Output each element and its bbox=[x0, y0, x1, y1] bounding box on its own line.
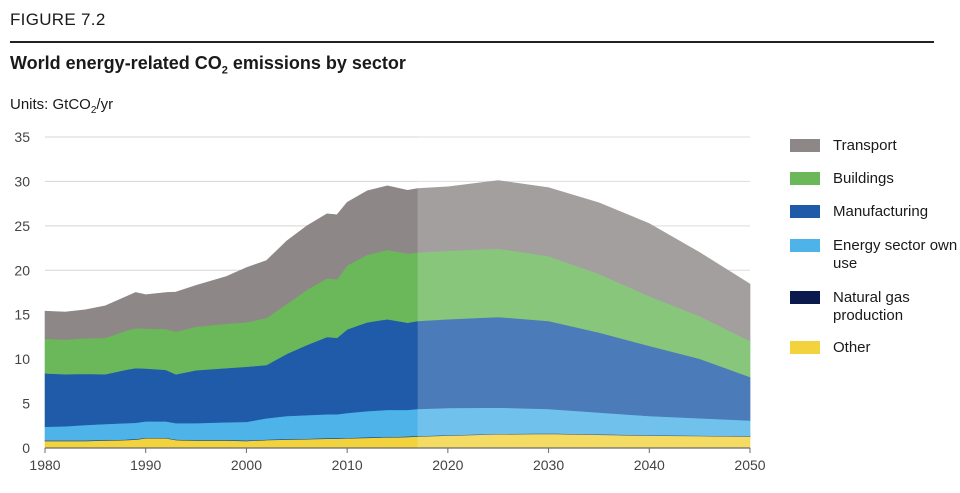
x-tick-label-2040: 2040 bbox=[634, 457, 665, 473]
legend-label-natural-gas-production: Natural gas production bbox=[833, 289, 910, 324]
x-tick-label-1990: 1990 bbox=[130, 457, 161, 473]
legend-label-energy-sector-own-use: Energy sector own use bbox=[833, 237, 958, 272]
x-tick-label-2030: 2030 bbox=[533, 457, 564, 473]
projection-overlay bbox=[417, 135, 750, 448]
units-label: Units: GtCO2/yr bbox=[10, 96, 113, 116]
title-tail: emissions by sector bbox=[227, 53, 406, 73]
area-transport bbox=[44, 180, 751, 342]
chart-title: World energy-related CO2 emissions by se… bbox=[10, 53, 406, 77]
title-main: World energy-related CO bbox=[10, 53, 222, 73]
x-tick-label-1980: 1980 bbox=[29, 457, 60, 473]
legend-swatch-transport bbox=[790, 139, 820, 152]
x-tick-label-2000: 2000 bbox=[231, 457, 262, 473]
legend-swatch-energy-sector-own-use bbox=[790, 239, 820, 252]
y-tick-label-10: 10 bbox=[14, 351, 30, 367]
legend-label-buildings: Buildings bbox=[833, 170, 894, 187]
legend-label-manufacturing: Manufacturing bbox=[833, 203, 929, 220]
title-divider bbox=[10, 41, 934, 43]
legend-label-other: Other bbox=[833, 339, 871, 356]
figure-label: FIGURE 7.2 bbox=[10, 10, 106, 29]
y-tick-label-15: 15 bbox=[14, 307, 30, 323]
y-tick-label-5: 5 bbox=[22, 396, 30, 412]
x-tick-label-2050: 2050 bbox=[734, 457, 765, 473]
units-main: Units: GtCO bbox=[10, 96, 91, 113]
units-subscript: 2 bbox=[90, 105, 97, 116]
x-tick-label-2010: 2010 bbox=[332, 457, 363, 473]
units-tail: /yr bbox=[96, 96, 114, 113]
title-subscript: 2 bbox=[221, 64, 228, 77]
legend-swatch-manufacturing bbox=[790, 205, 820, 218]
y-tick-label-25: 25 bbox=[14, 218, 30, 234]
y-tick-label-35: 35 bbox=[14, 129, 30, 145]
x-tick-label-2020: 2020 bbox=[432, 457, 463, 473]
legend-swatch-buildings bbox=[790, 172, 820, 185]
legend-swatch-other bbox=[790, 341, 820, 354]
legend-swatch-natural-gas-production bbox=[790, 291, 820, 304]
y-tick-label-20: 20 bbox=[14, 262, 30, 278]
y-tick-label-0: 0 bbox=[22, 440, 30, 456]
y-tick-label-30: 30 bbox=[14, 173, 30, 189]
legend-label-transport: Transport bbox=[833, 137, 897, 154]
